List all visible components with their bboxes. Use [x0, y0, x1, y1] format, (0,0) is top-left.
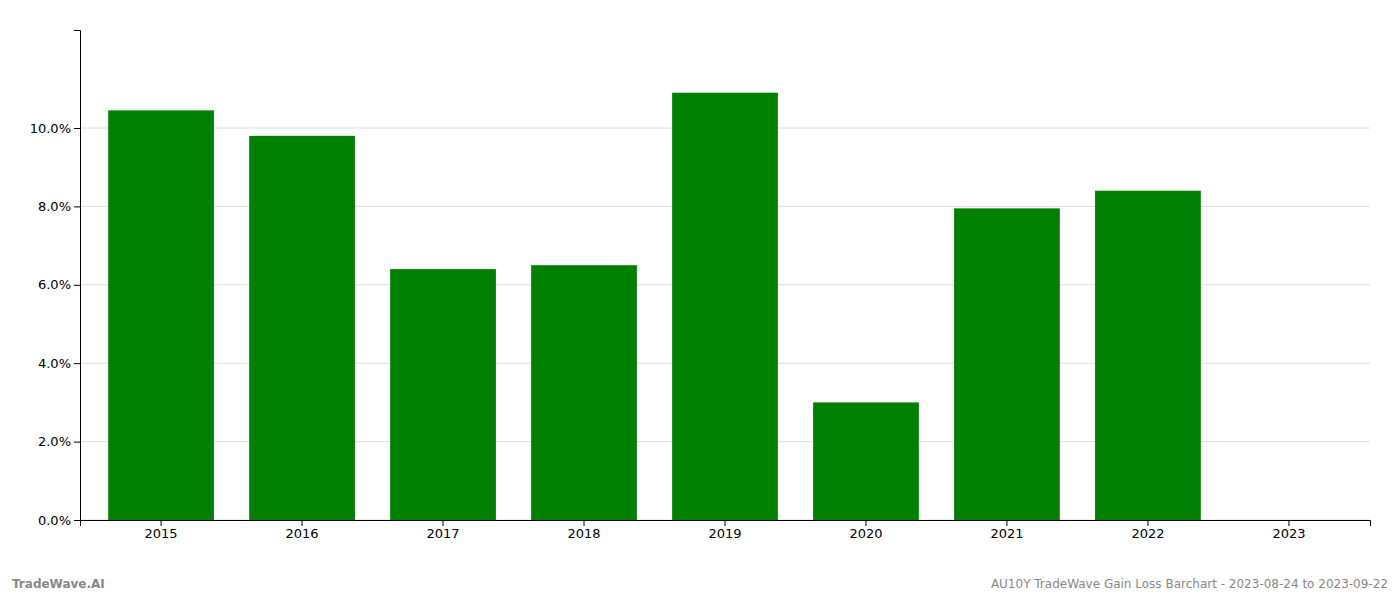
- bars: [108, 93, 1201, 520]
- x-tick-mark: [443, 520, 444, 526]
- x-tick-label: 2022: [1131, 526, 1164, 541]
- footer-right: AU10Y TradeWave Gain Loss Barchart - 202…: [991, 577, 1388, 591]
- y-tick: 8.0%: [38, 199, 80, 214]
- bar: [813, 402, 919, 520]
- x-tick-label: 2017: [426, 526, 459, 541]
- y-tick: 0.0%: [38, 513, 80, 528]
- y-tick-mark: [74, 128, 80, 129]
- x-tick-mark: [161, 520, 162, 526]
- x-tick: 2015: [145, 520, 178, 541]
- bar: [531, 265, 637, 520]
- bar: [249, 136, 355, 520]
- bar: [108, 110, 214, 520]
- y-tick-mark: [74, 442, 80, 443]
- y-tick-mark: [74, 285, 80, 286]
- y-tick-label: 6.0%: [38, 277, 71, 292]
- x-tick-mark: [302, 520, 303, 526]
- x-tick: 2017: [426, 520, 459, 541]
- x-tick-label: 2021: [990, 526, 1023, 541]
- x-tick: 2016: [286, 520, 319, 541]
- x-tick-label: 2019: [708, 526, 741, 541]
- x-tick: 2023: [1272, 520, 1305, 541]
- x-tick: 2018: [567, 520, 600, 541]
- footer-left: TradeWave.AI: [12, 577, 105, 591]
- x-tick: 2019: [708, 520, 741, 541]
- y-tick-label: 0.0%: [38, 513, 71, 528]
- y-tick: 2.0%: [38, 434, 80, 449]
- x-axis: 2015 2016 2017 2018 2019 2020 2021 2022 2023: [81, 520, 1371, 541]
- y-axis: 0.0% 2.0% 4.0% 6.0% 8.0% 10.0%: [30, 31, 81, 528]
- y-axis-line: [74, 31, 81, 521]
- y-tick: 10.0%: [30, 121, 80, 136]
- x-tick-label: 2018: [567, 526, 600, 541]
- y-tick-mark: [74, 206, 80, 207]
- bar: [1095, 191, 1201, 520]
- y-tick-mark: [74, 520, 80, 521]
- y-tick-label: 8.0%: [38, 199, 71, 214]
- x-tick-label: 2020: [849, 526, 882, 541]
- y-tick-label: 10.0%: [30, 121, 71, 136]
- y-tick-label: 4.0%: [38, 356, 71, 371]
- bar: [672, 93, 778, 520]
- bar: [390, 269, 496, 520]
- x-tick-mark: [584, 520, 585, 526]
- footer: TradeWave.AI AU10Y TradeWave Gain Loss Ba…: [12, 577, 1388, 591]
- x-tick-mark: [1147, 520, 1148, 526]
- plot: 0.0%2.0%4.0%6.0%8.0%10.0%201520162017201…: [30, 31, 1371, 542]
- x-tick-label: 2015: [145, 526, 178, 541]
- x-tick: 2021: [990, 520, 1023, 541]
- x-tick-label: 2023: [1272, 526, 1305, 541]
- x-axis-line: [81, 521, 1371, 527]
- x-tick-label: 2016: [286, 526, 319, 541]
- y-tick-label: 2.0%: [38, 434, 71, 449]
- y-tick-mark: [74, 363, 80, 364]
- x-tick: 2020: [849, 520, 882, 541]
- y-tick: 6.0%: [38, 277, 80, 292]
- x-tick-mark: [865, 520, 866, 526]
- y-tick: 4.0%: [38, 356, 80, 371]
- x-tick-mark: [725, 520, 726, 526]
- chart: 0.0%2.0%4.0%6.0%8.0%10.0%201520162017201…: [0, 0, 1400, 600]
- x-tick: 2022: [1131, 520, 1164, 541]
- x-tick-mark: [1288, 520, 1289, 526]
- bar: [954, 208, 1060, 520]
- x-tick-mark: [1006, 520, 1007, 526]
